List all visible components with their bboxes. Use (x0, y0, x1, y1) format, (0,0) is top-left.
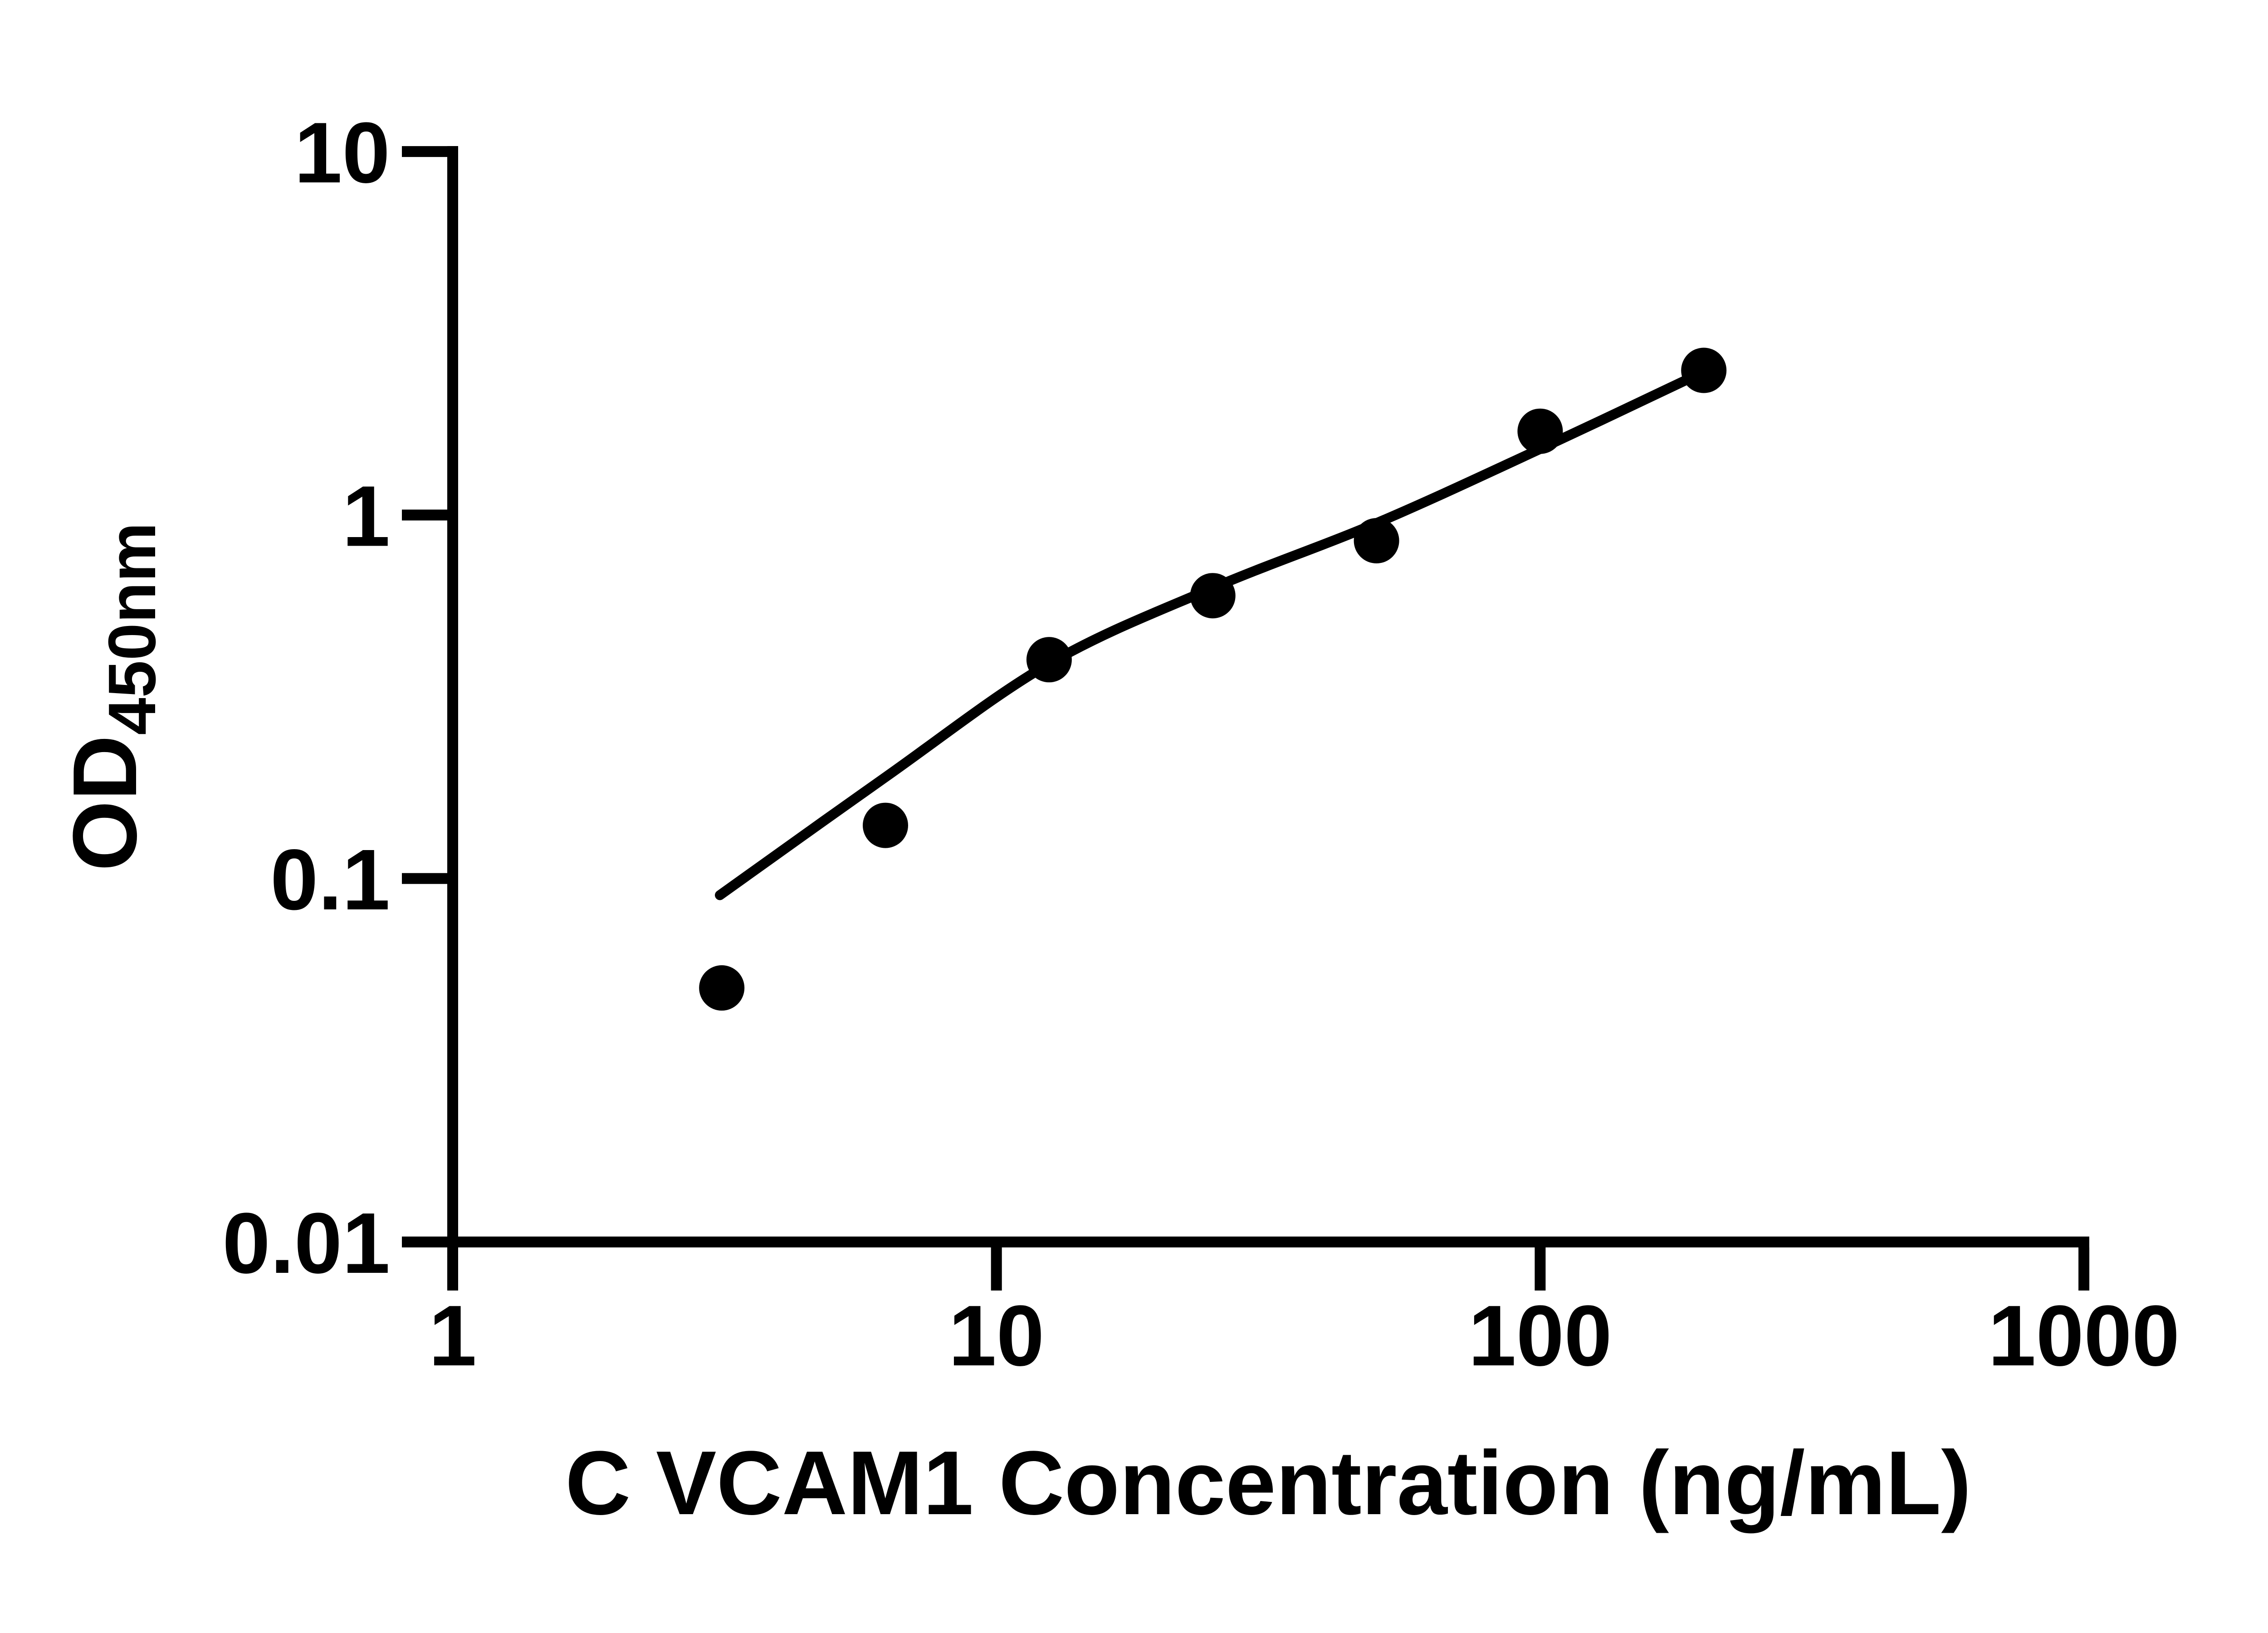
data-point (1190, 573, 1236, 619)
y-axis-line (447, 146, 458, 1247)
y-tick-mark (402, 1237, 447, 1247)
y-axis-title-subscript: 450nm (95, 523, 170, 735)
x-tick-label: 1000 (1988, 1288, 2180, 1384)
y-tick-label: 1 (342, 468, 390, 564)
x-tick-mark (447, 1247, 458, 1291)
y-axis-title-main: OD (54, 735, 156, 871)
x-tick-mark (991, 1247, 1002, 1291)
y-tick-label: 10 (294, 105, 390, 201)
y-tick-label: 0.01 (222, 1195, 390, 1291)
y-tick-mark (402, 146, 447, 157)
x-tick-mark (1535, 1247, 1546, 1291)
x-axis-line (447, 1237, 2089, 1247)
data-point (863, 802, 908, 848)
axes (447, 146, 2089, 1247)
y-tick-label: 0.1 (270, 832, 390, 928)
y-tick-mark (402, 873, 447, 884)
x-axis-title: C VCAM1 Concentration (ng/mL) (565, 1433, 1971, 1534)
data-point (1354, 518, 1399, 563)
y-axis-title: OD450nm (54, 523, 170, 871)
data-point (1517, 408, 1563, 454)
x-tick-label: 100 (1468, 1288, 1612, 1384)
data-point (699, 965, 745, 1011)
x-tick-label: 1 (429, 1288, 477, 1384)
data-points (699, 347, 1727, 1011)
x-tick-label: 10 (948, 1288, 1044, 1384)
x-tick-mark (2078, 1247, 2090, 1291)
y-axis-ticks: 10 1 0.1 0.01 (222, 105, 447, 1291)
data-point (1026, 637, 1072, 683)
y-tick-mark (402, 509, 447, 521)
x-axis-ticks: 1 10 100 1000 (429, 1247, 2180, 1384)
data-point (1681, 347, 1727, 393)
